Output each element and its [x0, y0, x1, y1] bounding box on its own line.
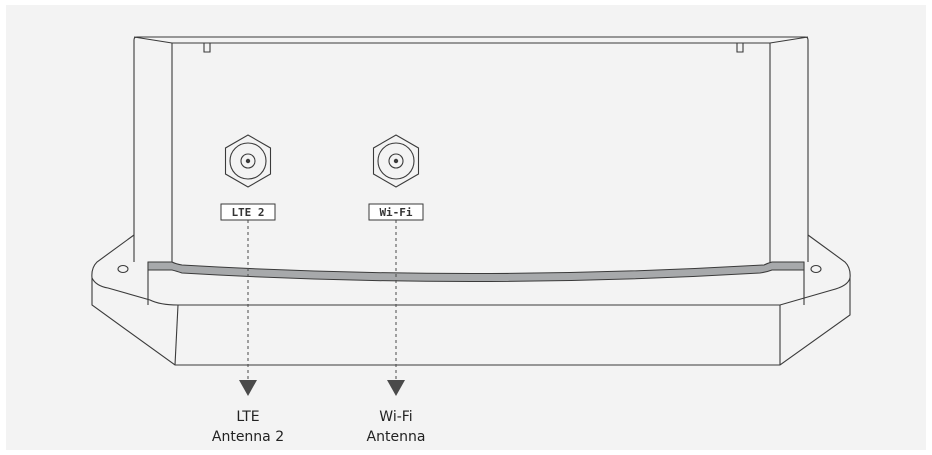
port-wifi-tag-label: Wi-Fi — [379, 206, 412, 219]
router-housing — [133, 36, 809, 268]
port-lte2-arrowhead — [239, 380, 257, 396]
mounting-base — [91, 234, 851, 366]
left-mounting-hole — [117, 264, 129, 274]
base-outline — [91, 234, 851, 366]
antenna-label-wifi-line1: Wi-Fi — [379, 409, 412, 425]
gasket-seal — [147, 261, 805, 282]
port-wifi-center-pin — [393, 158, 399, 164]
gasket-band — [147, 261, 805, 282]
port-wifi-arrowhead — [387, 380, 405, 396]
housing-right-bevel — [769, 36, 809, 44]
port-wifi-outer-ring — [377, 142, 415, 180]
antenna-label-lte2-line1: LTE — [236, 409, 259, 425]
port-group-lte2: LTE 2 LTE Antenna 2 — [212, 134, 284, 445]
base-left-front-face — [174, 304, 179, 366]
right-mounting-hole — [810, 264, 822, 274]
port-wifi-inner-ring — [388, 153, 404, 169]
left-top-tab — [203, 43, 211, 53]
port-lte2-inner-ring — [240, 153, 256, 169]
port-lte2-center-pin — [245, 158, 251, 164]
connector-ports: LTE 2 LTE Antenna 2 Wi-Fi Wi-Fi Antenna — [212, 134, 426, 445]
housing-left-bevel — [133, 36, 173, 44]
port-group-wifi: Wi-Fi Wi-Fi Antenna — [367, 134, 426, 445]
port-lte2-outer-ring — [229, 142, 267, 180]
housing-outline — [133, 36, 809, 262]
antenna-label-lte2-line2: Antenna 2 — [212, 429, 284, 445]
base-top-edge — [91, 277, 851, 306]
right-top-tab — [736, 43, 744, 53]
antenna-label-wifi-line2: Antenna — [367, 429, 426, 445]
port-lte2-tag-label: LTE 2 — [231, 206, 264, 219]
